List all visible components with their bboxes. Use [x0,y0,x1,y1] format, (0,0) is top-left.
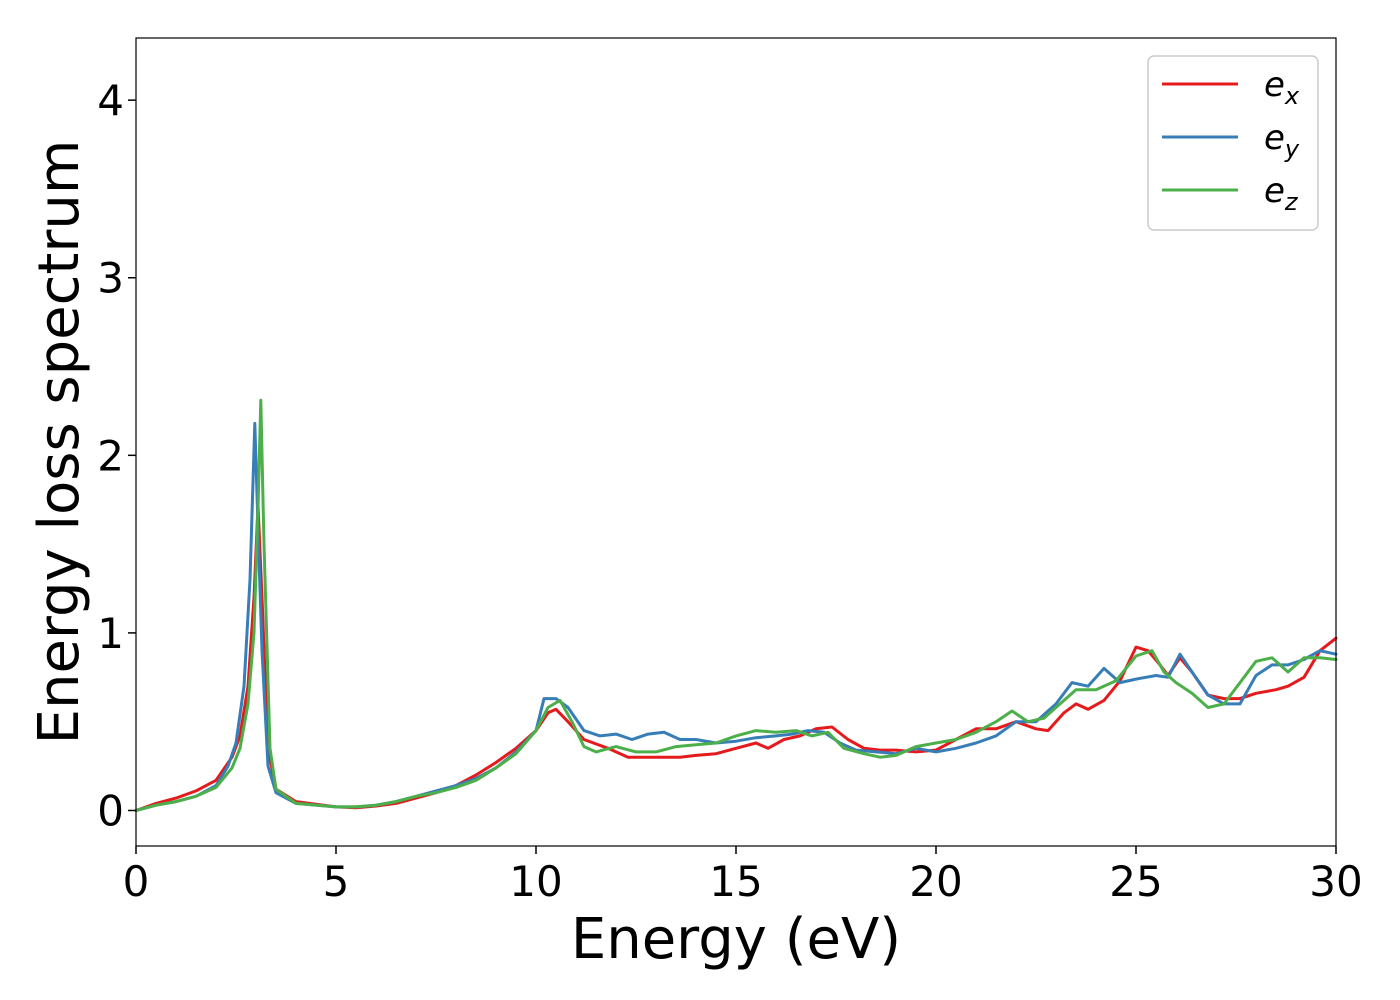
x-tick-label: 5 [323,857,350,906]
series-layer [134,398,1338,812]
y-tick-label: 0 [97,786,124,835]
x-tick-label: 15 [709,857,762,906]
x-tick-label: 10 [509,857,562,906]
legend-label-y: ey [1264,118,1300,163]
series-line-y [134,421,1338,812]
x-tick-label: 25 [1109,857,1162,906]
y-tick-label: 2 [97,431,124,480]
legend-label-x: ex [1264,65,1300,110]
y-ticks: 0 1 2 3 4 [97,76,136,835]
x-tick-label: 30 [1309,857,1362,906]
y-tick-label: 3 [97,254,124,303]
x-axis-label: Energy (eV) [571,907,901,972]
y-tick-label: 4 [97,76,124,125]
y-tick-label: 1 [97,609,124,658]
x-ticks: 0 5 10 15 20 25 30 [123,846,1363,906]
x-tick-label: 20 [909,857,962,906]
series-line-z [134,398,1338,812]
legend-box [1147,55,1319,231]
y-axis-label: Energy loss spectrum [27,140,92,745]
x-tick-label: 0 [123,857,150,906]
